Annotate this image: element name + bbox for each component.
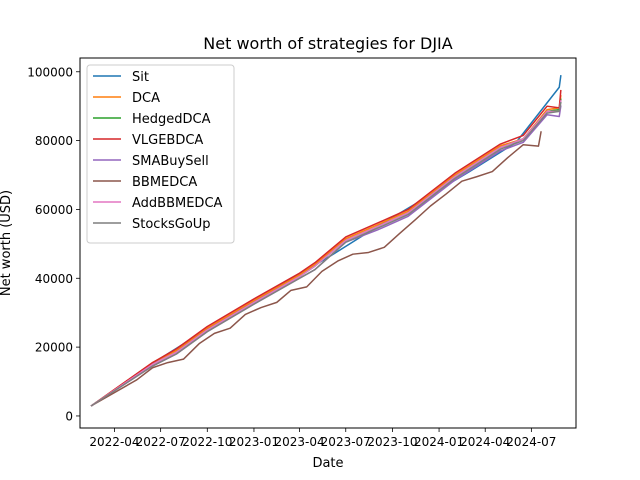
series-line-bbmedca: [90, 131, 542, 407]
x-tick-label: 2022-07: [136, 435, 186, 449]
x-tick-label: 2022-04: [89, 435, 139, 449]
chart-title: Net worth of strategies for DJIA: [203, 34, 452, 53]
y-tick-label: 100000: [27, 65, 73, 79]
y-tick-label: 40000: [35, 272, 73, 286]
y-axis-label: Net worth (USD): [0, 190, 14, 296]
x-tick-label: 2023-10: [367, 435, 417, 449]
x-tick-label: 2023-07: [321, 435, 371, 449]
legend-label: HedgedDCA: [132, 112, 211, 127]
legend-label: BBMEDCA: [132, 175, 197, 190]
series-layer: [90, 75, 562, 407]
x-axis: 2022-042022-072022-102023-012023-042023-…: [89, 428, 556, 449]
legend-label: SMABuySell: [132, 154, 209, 169]
series-line-vlgebdca: [90, 89, 562, 407]
x-tick-label: 2024-07: [506, 435, 556, 449]
y-tick-label: 80000: [35, 134, 73, 148]
legend-frame: [86, 64, 235, 244]
x-tick-label: 2024-04: [460, 435, 510, 449]
y-tick-label: 0: [65, 409, 73, 423]
plot-frame: [79, 57, 577, 429]
y-axis: 0 20000 40000 60000 80000 100000: [27, 65, 80, 423]
series-line-addbbmedca: [90, 100, 562, 407]
x-tick-label: 2024-01: [414, 435, 464, 449]
legend: Sit DCA HedgedDCA VLGEBDCA SMABuySell BBMEDCA…: [86, 64, 235, 244]
y-tick-label: 20000: [35, 341, 73, 355]
x-tick-label: 2023-01: [229, 435, 279, 449]
legend-label: StocksGoUp: [132, 217, 211, 232]
legend-label: VLGEBDCA: [132, 133, 203, 148]
series-line-stocksgoup: [90, 101, 562, 407]
x-tick-label: 2023-04: [275, 435, 325, 449]
legend-label: Sit: [132, 70, 149, 85]
y-tick-label: 60000: [35, 203, 73, 217]
x-axis-label: Date: [312, 456, 343, 471]
legend-label: AddBBMEDCA: [132, 196, 223, 211]
x-tick-label: 2022-10: [182, 435, 232, 449]
legend-label: DCA: [132, 91, 160, 106]
